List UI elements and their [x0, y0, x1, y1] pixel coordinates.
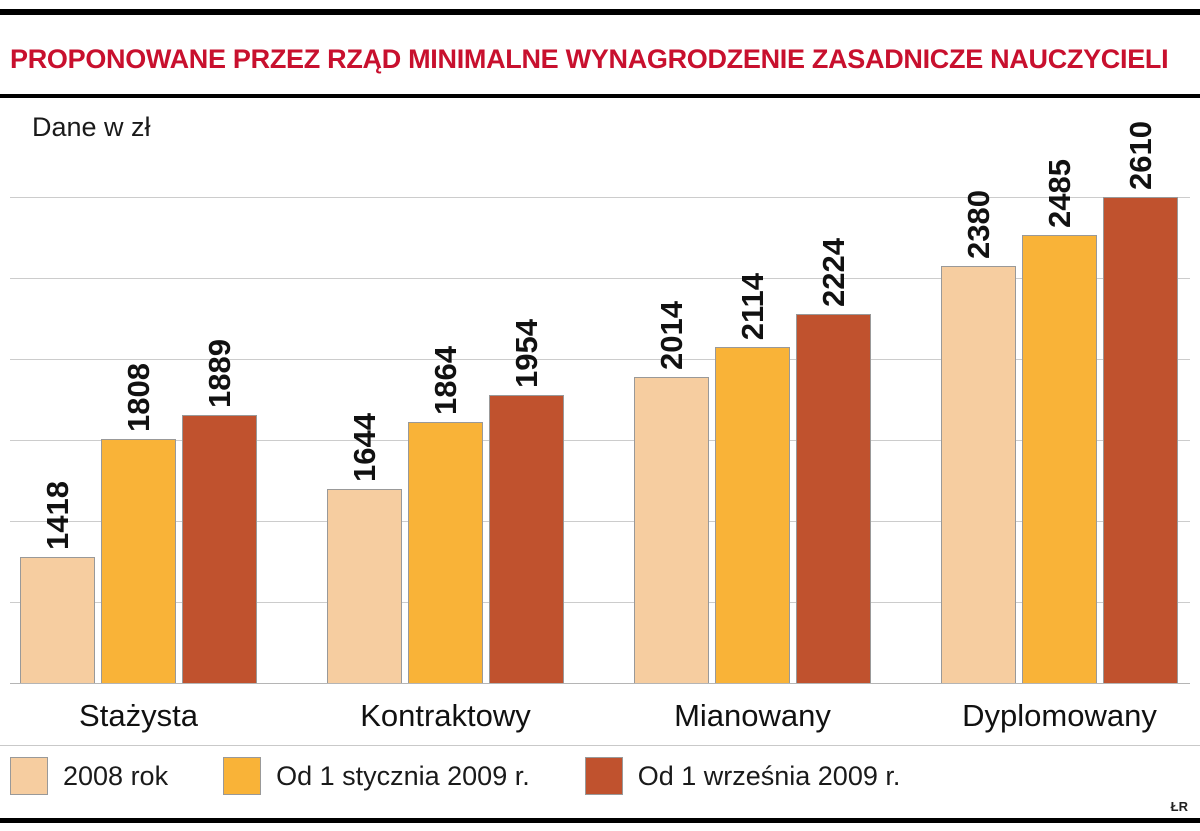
- bar-cell: 2224: [796, 197, 871, 683]
- top-rule: [0, 9, 1200, 15]
- bar-value-text: 2114: [734, 272, 770, 340]
- category-label-kontraktowy: Kontraktowy: [360, 698, 531, 733]
- bar-value-text: 1808: [120, 363, 156, 432]
- bar-value-text: 2380: [960, 190, 996, 259]
- gridline: [10, 521, 1190, 522]
- bar-cell: 1864: [408, 197, 483, 683]
- bar-stażysta-series-2: [101, 439, 176, 683]
- legend-swatch: [10, 757, 48, 795]
- bar-cell: 2610: [1103, 121, 1178, 683]
- category-label-mianowany: Mianowany: [674, 698, 831, 733]
- bar-dyplomowany-series-1: [941, 266, 1016, 683]
- bar-cell: 1418: [20, 197, 95, 683]
- legend-divider-rule: [0, 745, 1200, 746]
- bar-value-text: 1418: [39, 481, 75, 550]
- bar-value-label: 1864: [408, 346, 483, 415]
- gridline: [10, 278, 1190, 279]
- legend-swatch: [223, 757, 262, 795]
- bar-value-text: 2014: [653, 301, 689, 370]
- bar-group-kontraktowy: 1644 1864 1954: [327, 197, 564, 683]
- legend-item-1: 2008 rok: [10, 757, 168, 795]
- bar-value-text: 1954: [508, 319, 544, 388]
- bar-cell: 2380: [941, 190, 1016, 683]
- category-axis: Stażysta Kontraktowy Mianowany Dyplomowany: [10, 698, 1190, 740]
- bar-group-mianowany: 2014 2114 2224: [634, 197, 871, 683]
- bar-kontraktowy-series-1: [327, 489, 402, 683]
- bar-mianowany-series-1: [634, 377, 709, 683]
- bar-cell: 1644: [327, 197, 402, 683]
- bar-value-label: 1418: [20, 481, 95, 550]
- bar-stażysta-series-3: [182, 415, 257, 683]
- legend-item-3: Od 1 września 2009 r.: [584, 757, 901, 795]
- gridline: [10, 359, 1190, 360]
- bar-value-text: 2485: [1041, 159, 1077, 228]
- legend-item-2: Od 1 stycznia 2009 r.: [223, 757, 530, 795]
- credit-signature: ŁR: [1170, 799, 1188, 814]
- bar-cell: 2014: [634, 197, 709, 683]
- legend: 2008 rok Od 1 stycznia 2009 r. Od 1 wrześn…: [10, 757, 900, 795]
- bar-value-text: 2224: [815, 238, 851, 307]
- bar-dyplomowany-series-2: [1022, 235, 1097, 683]
- bar-dyplomowany-series-3: [1103, 197, 1178, 683]
- bar-cell: 2114: [715, 197, 790, 683]
- legend-label: Od 1 września 2009 r.: [637, 760, 901, 791]
- bar-value-text: 2610: [1122, 121, 1158, 190]
- bottom-rule: [0, 818, 1200, 823]
- bar-value-text: 1644: [346, 413, 382, 482]
- axis-units-label: Dane w zł: [32, 112, 151, 142]
- plot-area: 1418 1808 1889 1644 1864 1954 2014 2114 2224 2380…: [10, 121, 1190, 684]
- title-divider-rule: [0, 94, 1200, 98]
- category-label-stażysta: Stażysta: [79, 698, 198, 733]
- gridline: [10, 602, 1190, 603]
- bar-value-text: 1889: [201, 339, 237, 408]
- legend-label: 2008 rok: [63, 760, 169, 791]
- bar-group-stażysta: 1418 1808 1889: [20, 197, 257, 683]
- bar-value-label: 1889: [182, 339, 257, 408]
- bar-cell: 1889: [182, 197, 257, 683]
- bar-value-label: 1954: [489, 319, 564, 388]
- bar-cell: 1954: [489, 197, 564, 683]
- bar-value-label: 2485: [1022, 159, 1097, 228]
- gridline: [10, 440, 1190, 441]
- bar-mianowany-series-3: [796, 314, 871, 683]
- chart-title: PROPONOWANE PRZEZ RZĄD MINIMALNE WYNAGRO…: [10, 44, 1169, 74]
- category-label-dyplomowany: Dyplomowany: [962, 698, 1157, 733]
- bar-kontraktowy-series-3: [489, 395, 564, 683]
- bar-value-label: 2114: [715, 273, 790, 340]
- bar-mianowany-series-2: [715, 347, 790, 683]
- bar-value-label: 2380: [941, 190, 1016, 259]
- gridline: [10, 683, 1190, 684]
- bar-value-text: 1864: [427, 346, 463, 415]
- bar-value-label: 2014: [634, 301, 709, 370]
- legend-label: Od 1 stycznia 2009 r.: [276, 760, 530, 791]
- legend-swatch: [584, 757, 623, 795]
- bar-value-label: 2610: [1103, 121, 1178, 190]
- gridline: [10, 197, 1190, 198]
- bar-cell: 2485: [1022, 159, 1097, 683]
- bar-value-label: 1644: [327, 413, 402, 482]
- bar-kontraktowy-series-2: [408, 422, 483, 683]
- bar-cell: 1808: [101, 197, 176, 683]
- bar-value-label: 1808: [101, 363, 176, 432]
- bar-value-label: 2224: [796, 238, 871, 307]
- bar-stażysta-series-1: [20, 557, 95, 683]
- bar-group-dyplomowany: 2380 2485 2610: [941, 121, 1178, 683]
